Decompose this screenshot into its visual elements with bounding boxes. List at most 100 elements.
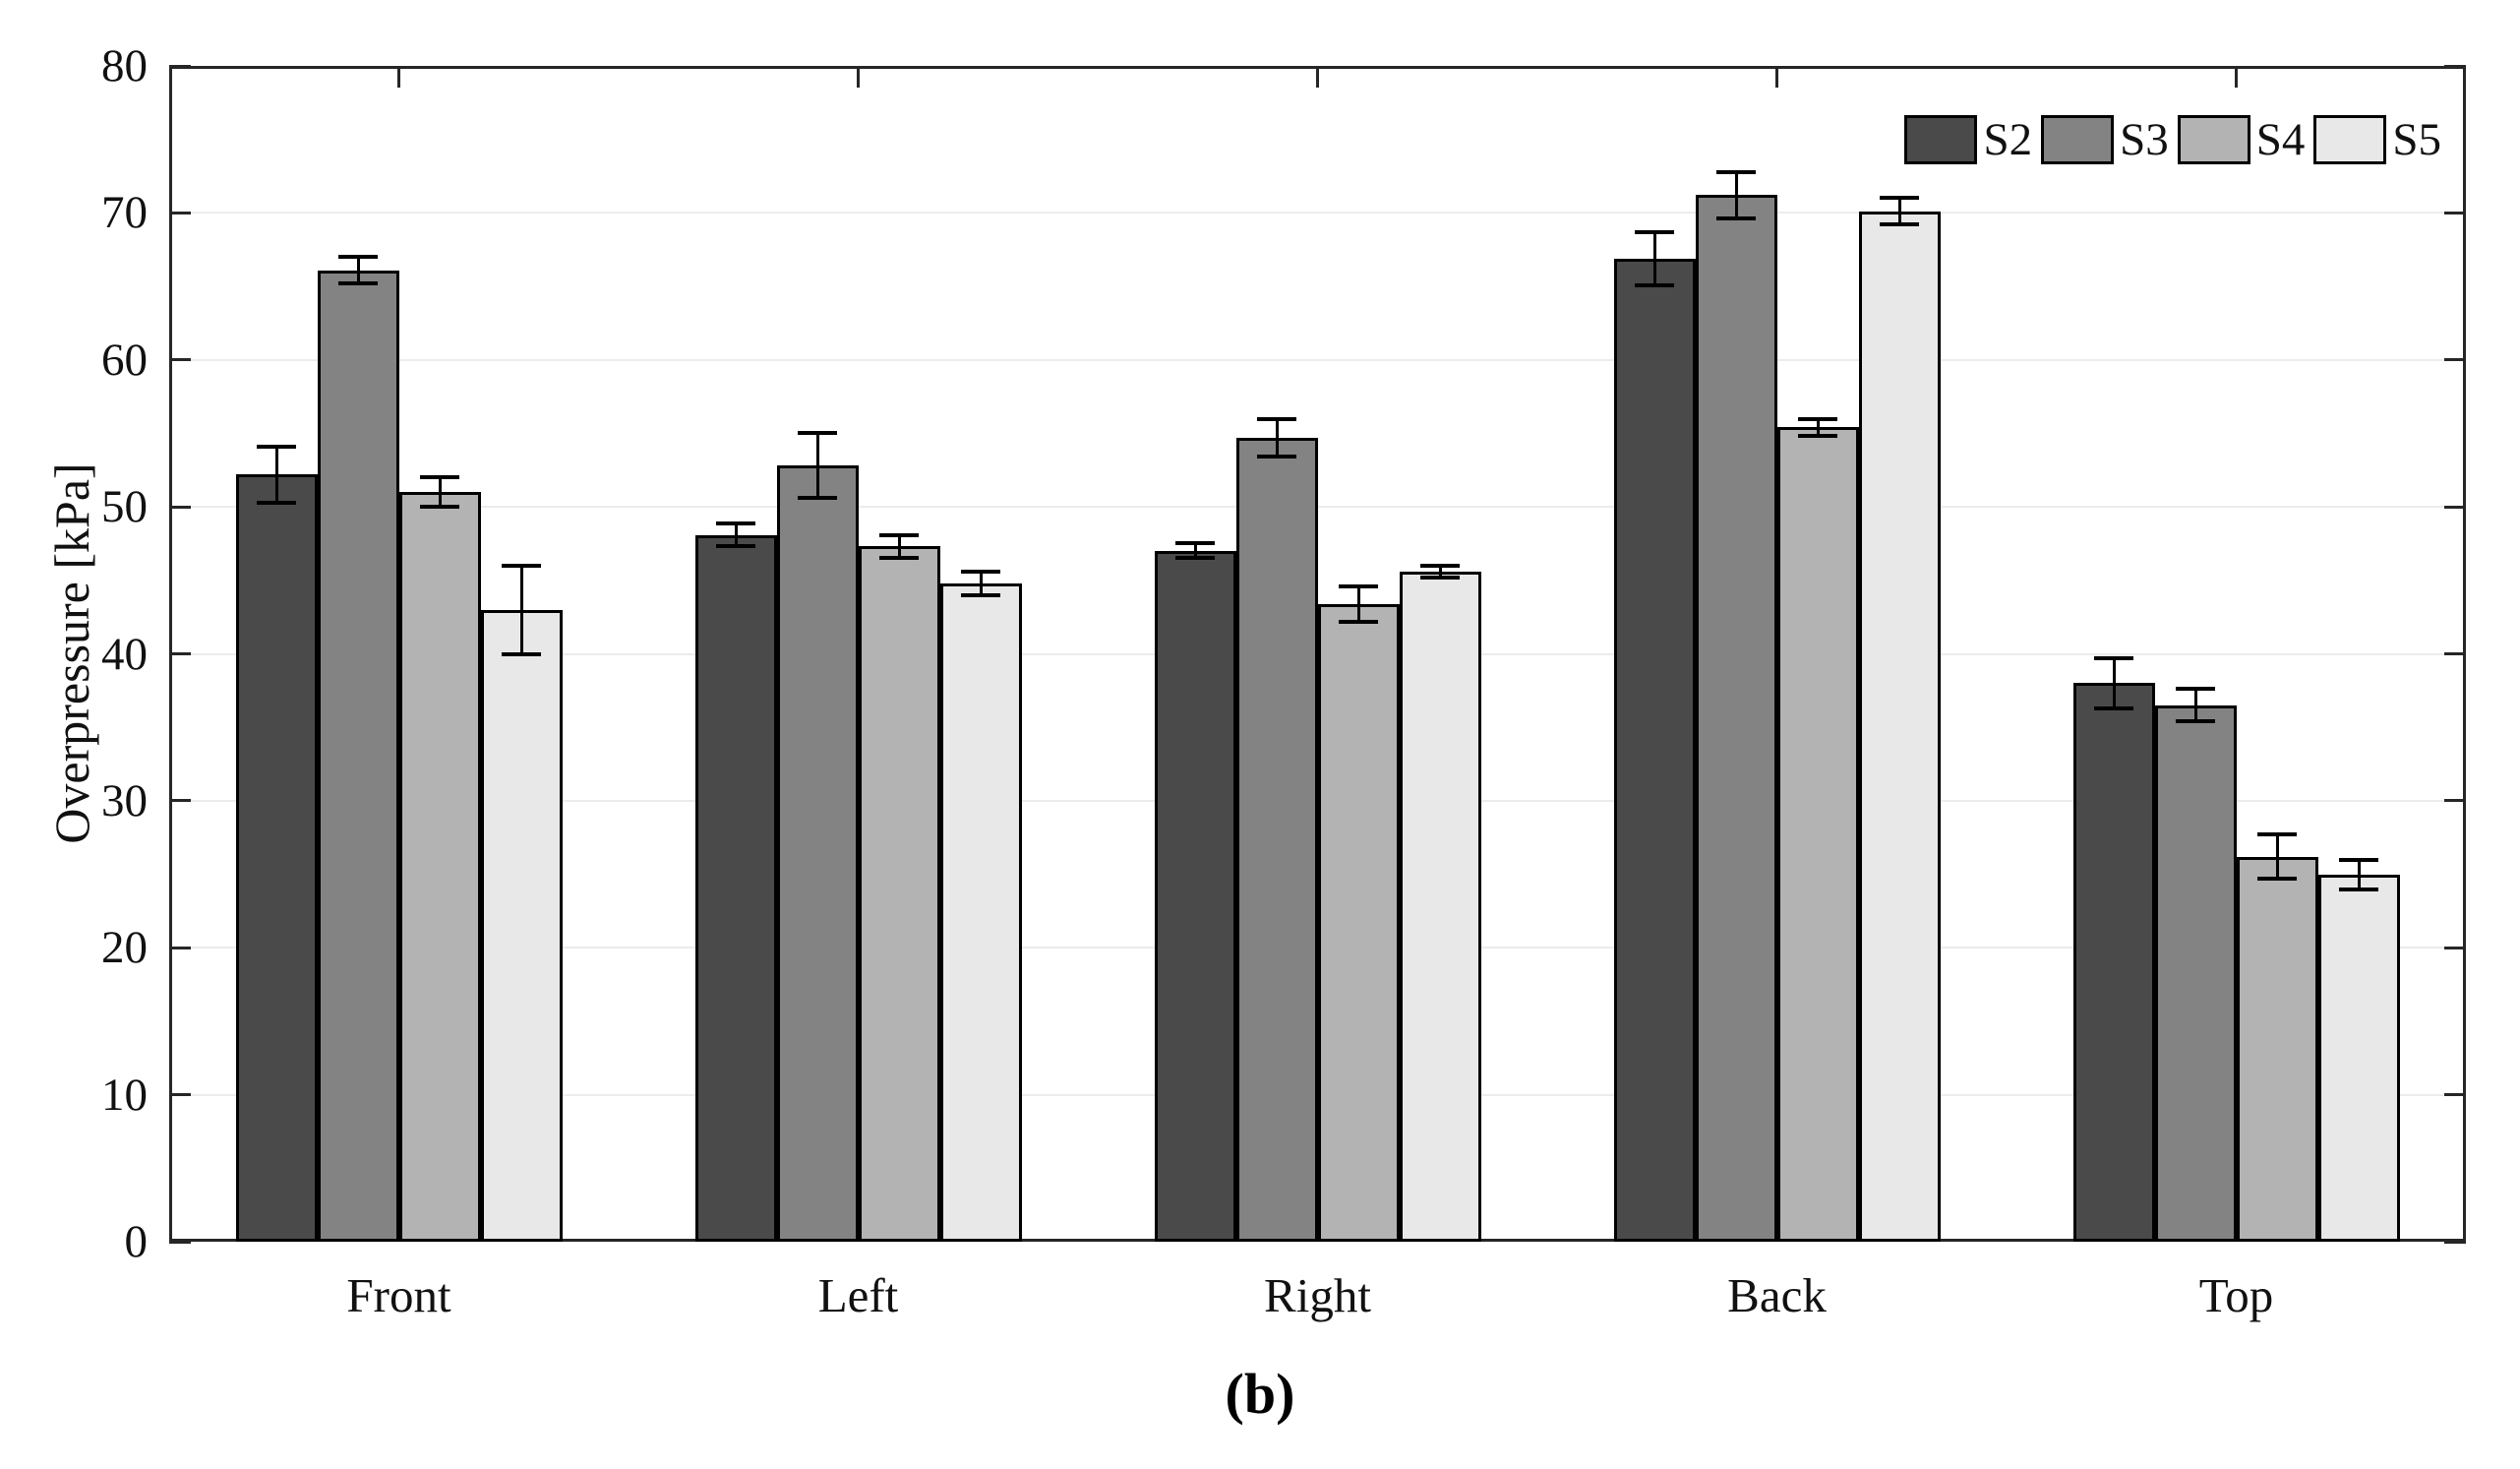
y-tick-left-80 bbox=[169, 64, 191, 68]
error-bar-cap-bottom-s2-back bbox=[1635, 282, 1674, 287]
error-bar-cap-top-s3-front bbox=[338, 255, 378, 260]
y-tick-left-10 bbox=[169, 1093, 191, 1097]
y-tick-label-40: 40 bbox=[101, 628, 148, 680]
legend-item-s3: S3 bbox=[2041, 112, 2169, 167]
error-bar-cap-bottom-s3-top bbox=[2176, 719, 2215, 724]
bar-s3-right bbox=[1235, 437, 1318, 1242]
bar-s2-front bbox=[235, 474, 318, 1242]
y-tick-left-20 bbox=[169, 946, 191, 949]
bar-s2-back bbox=[1613, 258, 1696, 1242]
error-bar-line-s4-top bbox=[2275, 834, 2279, 880]
y-tick-label-30: 30 bbox=[101, 774, 148, 826]
legend: S2 S3 S4 S5 bbox=[1904, 112, 2441, 167]
y-tick-label-70: 70 bbox=[101, 187, 148, 239]
error-bar-line-s5-front bbox=[519, 565, 523, 654]
bar-s4-top bbox=[2236, 856, 2318, 1242]
y-tick-right-10 bbox=[2444, 1093, 2466, 1097]
x-tick-label-top: Top bbox=[2198, 1268, 2274, 1322]
error-bar-cap-bottom-s5-front bbox=[502, 651, 541, 656]
error-bar-line-s5-right bbox=[1438, 565, 1442, 578]
error-bar-cap-bottom-s4-right bbox=[1339, 619, 1378, 624]
y-tick-label-80: 80 bbox=[101, 40, 148, 92]
legend-item-s2: S2 bbox=[1904, 112, 2032, 167]
error-bar-line-s5-back bbox=[1897, 198, 1901, 225]
error-bar-line-s5-left bbox=[979, 571, 983, 595]
x-tick-label-back: Back bbox=[1727, 1268, 1827, 1322]
error-bar-line-s4-front bbox=[438, 477, 442, 508]
error-bar-cap-bottom-s4-top bbox=[2257, 877, 2297, 882]
error-bar-cap-bottom-s4-left bbox=[879, 556, 919, 561]
bar-s2-top bbox=[2072, 683, 2155, 1242]
legend-swatch-icon-s5 bbox=[2313, 115, 2387, 164]
error-bar-cap-bottom-s5-left bbox=[961, 592, 1000, 597]
y-tick-left-0 bbox=[169, 1240, 191, 1244]
error-bar-cap-top-s5-top bbox=[2339, 857, 2378, 862]
x-tick-label-left: Left bbox=[817, 1268, 899, 1322]
error-bar-line-s5-top bbox=[2357, 859, 2361, 889]
error-bar-cap-bottom-s3-front bbox=[338, 281, 378, 286]
error-bar-cap-top-s3-back bbox=[1716, 169, 1756, 174]
bar-s3-top bbox=[2154, 704, 2237, 1242]
x-tick-top-Back bbox=[1775, 66, 1778, 88]
error-bar-cap-bottom-s5-right bbox=[1420, 575, 1460, 580]
error-bar-line-s3-left bbox=[815, 433, 819, 499]
bar-s5-left bbox=[939, 582, 1022, 1242]
gridline-60 bbox=[169, 358, 2466, 361]
bar-s4-left bbox=[858, 546, 940, 1242]
error-bar-line-s3-right bbox=[1275, 418, 1279, 458]
legend-swatch-icon-s4 bbox=[2177, 115, 2250, 164]
bar-s5-top bbox=[2317, 874, 2400, 1242]
x-tick-top-Left bbox=[857, 66, 860, 88]
error-bar-cap-bottom-s2-top bbox=[2094, 705, 2133, 710]
bar-s3-left bbox=[776, 465, 859, 1242]
y-tick-right-50 bbox=[2444, 505, 2466, 509]
error-bar-line-s3-front bbox=[356, 257, 360, 284]
error-bar-cap-top-s3-left bbox=[798, 431, 837, 436]
y-tick-left-50 bbox=[169, 505, 191, 509]
legend-item-s5: S5 bbox=[2313, 112, 2441, 167]
error-bar-line-s2-left bbox=[734, 522, 738, 547]
bar-s3-front bbox=[317, 270, 399, 1242]
legend-item-s4: S4 bbox=[2177, 112, 2306, 167]
y-tick-right-40 bbox=[2444, 652, 2466, 655]
y-tick-right-20 bbox=[2444, 946, 2466, 949]
y-tick-left-60 bbox=[169, 358, 191, 362]
y-tick-left-40 bbox=[169, 652, 191, 655]
error-bar-cap-top-s5-front bbox=[502, 563, 541, 568]
bar-s4-front bbox=[398, 492, 481, 1242]
error-bar-cap-bottom-s4-back bbox=[1798, 434, 1837, 439]
gridline-70 bbox=[169, 212, 2466, 214]
y-tick-label-60: 60 bbox=[101, 334, 148, 386]
error-bar-line-s3-back bbox=[1734, 171, 1738, 219]
x-tick-label-right: Right bbox=[1264, 1268, 1371, 1322]
gridline-50 bbox=[169, 506, 2466, 509]
error-bar-cap-top-s4-top bbox=[2257, 832, 2297, 837]
error-bar-line-s2-top bbox=[2112, 657, 2116, 708]
y-tick-right-70 bbox=[2444, 211, 2466, 214]
error-bar-cap-top-s4-left bbox=[879, 532, 919, 537]
error-bar-cap-top-s5-left bbox=[961, 569, 1000, 574]
legend-swatch-icon-s3 bbox=[2041, 115, 2115, 164]
error-bar-cap-bottom-s5-top bbox=[2339, 887, 2378, 891]
y-tick-left-70 bbox=[169, 211, 191, 214]
y-tick-right-60 bbox=[2444, 358, 2466, 362]
x-tick-top-Top bbox=[2235, 66, 2238, 88]
error-bar-line-s4-right bbox=[1356, 585, 1360, 622]
error-bar-cap-top-s2-back bbox=[1635, 229, 1674, 234]
bar-s5-right bbox=[1399, 571, 1481, 1242]
bar-s3-back bbox=[1695, 195, 1777, 1242]
bar-s5-back bbox=[1858, 211, 1941, 1242]
error-bar-cap-top-s4-front bbox=[420, 475, 459, 480]
legend-label-s3: S3 bbox=[2120, 114, 2169, 165]
legend-label-s5: S5 bbox=[2392, 114, 2441, 165]
error-bar-cap-bottom-s2-left bbox=[716, 544, 755, 549]
error-bar-cap-top-s3-right bbox=[1257, 416, 1296, 421]
y-tick-right-80 bbox=[2444, 64, 2466, 68]
legend-label-s4: S4 bbox=[2255, 114, 2306, 165]
legend-label-s2: S2 bbox=[1983, 114, 2033, 165]
y-tick-label-10: 10 bbox=[101, 1069, 148, 1121]
legend-swatch-icon-s2 bbox=[1904, 115, 1978, 164]
error-bar-cap-bottom-s3-right bbox=[1257, 455, 1296, 459]
error-bar-cap-bottom-s3-left bbox=[798, 496, 837, 501]
figure-caption: (b) bbox=[1225, 1362, 1295, 1426]
